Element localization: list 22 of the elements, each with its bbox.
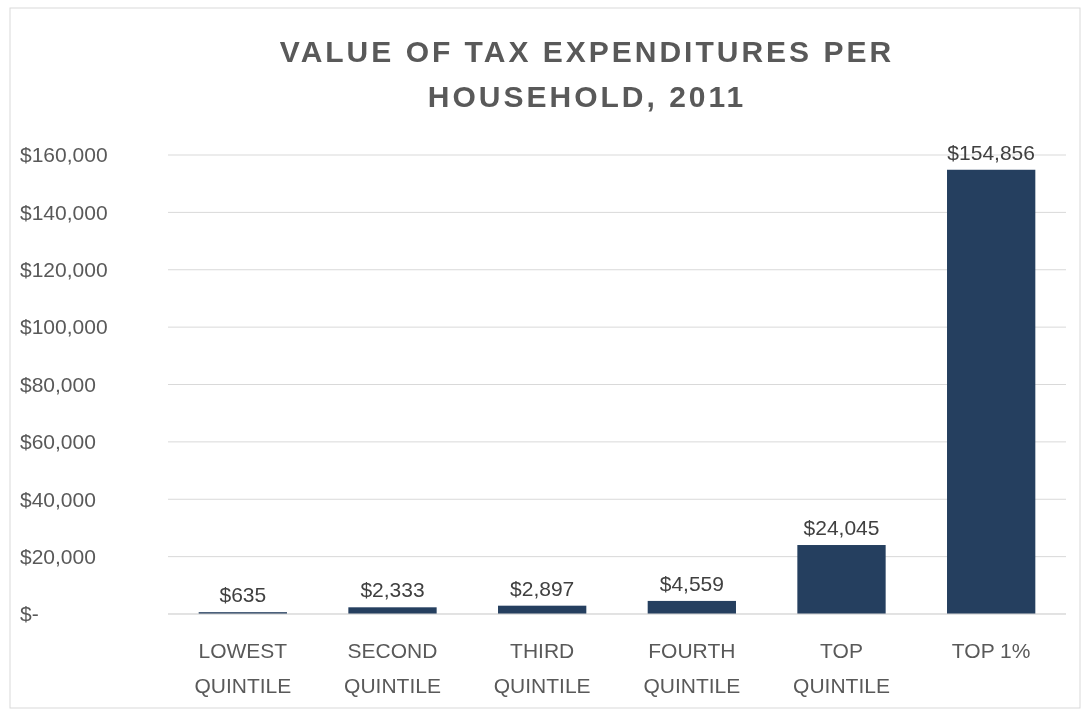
y-tick-label: $140,000 [20,200,108,224]
data-label: $2,897 [510,576,575,600]
data-label: $635 [219,583,267,607]
y-tick-label: $80,000 [20,372,96,396]
x-tick-label: TOP QUINTILE [793,639,890,697]
y-tick-label: $- [20,602,39,626]
data-label: $4,559 [659,571,724,595]
x-tick-label: LOWEST QUINTILE [194,639,292,697]
chart-title: VALUE OF TAX EXPENDITURES PER HOUSEHOLD, 2011 [279,35,895,113]
y-tick-label: $40,000 [20,487,96,511]
data-label: $24,045 [803,516,880,540]
data-label: $154,856 [947,140,1035,164]
y-tick-label: $60,000 [20,430,96,454]
data-label: $2,333 [360,578,425,602]
x-tick-label: TOP 1% [951,639,1031,662]
x-tick-label: SECOND QUINTILE [344,639,441,697]
y-tick-label: $120,000 [20,258,108,282]
x-tick-label: THIRD QUINTILE [493,639,591,697]
x-tick-label: FOURTH QUINTILE [643,639,741,697]
y-tick-label: $100,000 [20,315,108,339]
y-tick-label: $160,000 [20,143,108,167]
y-tick-label: $20,000 [20,544,96,568]
